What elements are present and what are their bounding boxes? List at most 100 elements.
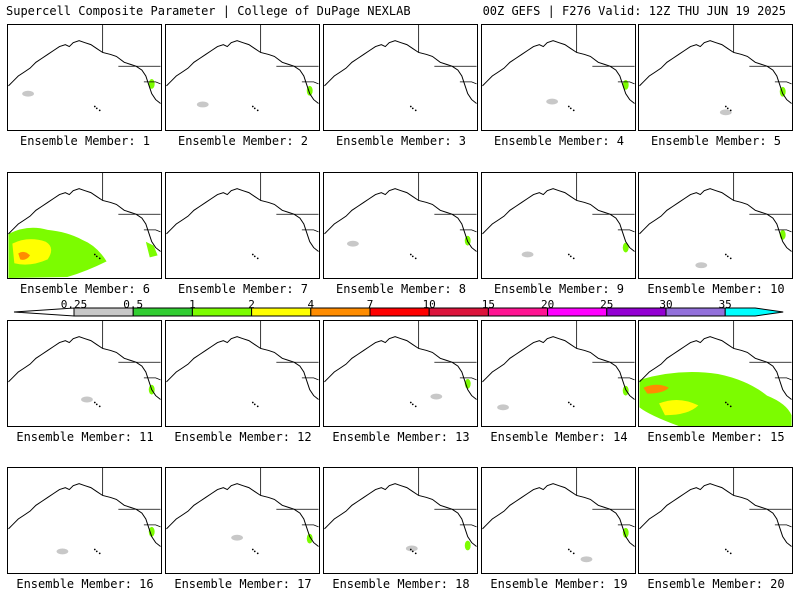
colorbar-tick-label: 2 [248,298,255,311]
hawaii-island [93,548,96,551]
border-us-mexico [617,229,635,233]
scp-region-green [148,526,155,537]
colorbar-segment [369,307,430,317]
border-us-mexico [143,229,161,233]
map-15 [639,321,792,426]
hawaii-island [726,550,729,553]
coastline [166,336,319,400]
border-us-mexico [301,229,319,233]
border-us-mexico [301,81,319,85]
panel-label: Ensemble Member: 9 [493,282,625,296]
coastline [8,188,161,252]
ensemble-panel-12 [165,320,320,427]
scp-region-green [306,533,313,544]
colorbar-tick-label: 35 [718,298,732,311]
hawaii-island [98,109,101,112]
colorbar-tick-label: 0.25 [60,298,88,311]
colorbar-tick-label: 4 [307,298,315,311]
scp-region-green [622,79,629,90]
scp-region-green [622,527,629,538]
border-us-mexico [459,229,477,233]
hawaii-island [729,257,732,260]
hawaii-island [98,257,101,260]
ensemble-panel-8 [323,172,478,279]
ensemble-panel-1 [7,24,162,131]
ensemble-panel-18 [323,467,478,574]
ensemble-panel-17 [165,467,320,574]
panel-label: Ensemble Member: 15 [647,430,785,444]
scp-region-green [622,385,629,396]
hawaii-island [251,548,254,551]
hawaii-island [724,253,727,256]
hawaii-island [567,548,570,551]
hawaii-island [95,550,98,553]
colorbar-tick-label: 1 [189,298,196,311]
map-3 [324,25,477,112]
colorbar-tick-label: 15 [481,298,496,311]
map-13 [324,321,477,408]
scp-region-gray [347,240,359,247]
border-us-mexico [143,524,161,528]
hawaii-island [409,253,412,256]
border-us-mexico [617,81,635,85]
map-18 [324,468,477,555]
ensemble-panel-9 [481,172,636,279]
ensemble-panel-13 [323,320,478,427]
scp-region-yellow [659,399,699,416]
hawaii-island [411,550,414,553]
border-us-mexico [301,377,319,381]
panel-label: Ensemble Member: 16 [16,577,154,591]
coastline [166,483,319,547]
ensemble-panel-19 [481,467,636,574]
map-12 [166,321,319,408]
border-us-mexico [774,81,792,85]
scp-region-gray [81,396,93,403]
hawaii-island [567,105,570,108]
ensemble-panel-11 [7,320,162,427]
map-1 [8,25,161,112]
coastline [324,483,477,547]
colorbar-arrow-high [724,307,784,317]
hawaii-island [98,552,101,555]
hawaii-island [726,403,729,406]
hawaii-island [414,552,417,555]
header-valid-time: 00Z GEFS | F276 Valid: 12Z THU JUN 19 20… [482,4,786,18]
hawaii-island [251,253,254,256]
border-us-mexico [459,377,477,381]
panel-label: Ensemble Member: 10 [647,282,785,296]
scp-region-gray [695,262,708,269]
map-10 [639,173,792,269]
hawaii-island [256,109,259,112]
ensemble-panel-16 [7,467,162,574]
scp-region-gray [580,556,593,563]
colorbar-segment [251,307,312,317]
coastline [482,40,635,104]
panel-label: Ensemble Member: 20 [647,577,785,591]
hawaii-island [95,255,98,258]
hawaii-island [726,255,729,258]
panel-label: Ensemble Member: 13 [332,430,470,444]
border-us-mexico [143,377,161,381]
hawaii-island [251,105,254,108]
coastline [482,483,635,547]
coastline [482,188,635,252]
ensemble-panel-3 [323,24,478,131]
hawaii-island [572,552,575,555]
scp-region-orange [18,251,31,260]
panel-label: Ensemble Member: 17 [174,577,312,591]
border-us-mexico [301,524,319,528]
ensemble-panel-10 [638,172,793,279]
map-8 [324,173,477,260]
hawaii-island [251,401,254,404]
hawaii-island [724,401,727,404]
hawaii-island [729,552,732,555]
ensemble-panel-5 [638,24,793,131]
ensemble-panel-6 [7,172,162,279]
map-20 [639,468,792,555]
map-2 [166,25,319,112]
border-us-mexico [774,524,792,528]
colorbar-tick-label: 25 [600,298,614,311]
colorbar-tick-label: 20 [540,298,555,311]
scp-region-green [148,78,155,89]
border-us-mexico [617,524,635,528]
